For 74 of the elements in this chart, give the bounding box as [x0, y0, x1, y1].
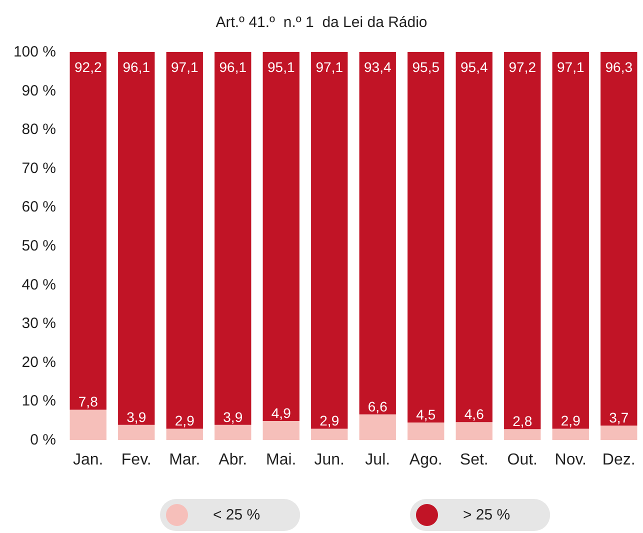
bar — [408, 52, 444, 423]
x-tick-label: Ago. — [409, 452, 442, 468]
x-tick-label: Mai. — [266, 452, 296, 468]
bar — [359, 52, 396, 414]
y-tick-label: 0 % — [30, 432, 56, 448]
y-tick-label: 60 % — [22, 198, 56, 216]
data-label: 2,8 — [512, 413, 532, 430]
legend-label: > 25 % — [463, 506, 510, 524]
data-label: 93,4 — [364, 59, 392, 75]
x-tick-label: Jul. — [365, 452, 390, 468]
bar — [118, 424, 155, 440]
data-label: 96,1 — [219, 59, 247, 75]
bar — [166, 428, 203, 440]
bar — [118, 52, 155, 425]
x-tick-label: Jun. — [314, 452, 344, 468]
bar — [262, 52, 300, 421]
y-tick-label: 100 % — [13, 44, 56, 60]
data-label: 97,1 — [316, 59, 344, 75]
data-label: 2,9 — [320, 412, 340, 429]
x-tick-label: Mar. — [169, 452, 200, 468]
data-label: 3,7 — [609, 410, 629, 426]
bar — [359, 414, 396, 440]
data-label: 4,9 — [271, 404, 292, 421]
data-label: 3,9 — [223, 408, 243, 425]
data-label: 95,1 — [268, 59, 295, 75]
bar — [456, 422, 492, 440]
data-label: 96,3 — [605, 59, 633, 75]
y-tick-label: 70 % — [22, 160, 56, 177]
data-label: 2,9 — [174, 412, 195, 429]
bar — [311, 52, 348, 429]
data-label: 97,1 — [557, 59, 584, 75]
data-label: 96,1 — [122, 59, 150, 75]
x-tick-label: Dez. — [602, 452, 636, 468]
bar — [311, 428, 348, 440]
data-label: 92,2 — [74, 59, 102, 75]
data-label: 7,8 — [78, 394, 98, 410]
y-tick-label: 20 % — [22, 354, 56, 371]
bar — [166, 52, 203, 429]
bar — [70, 52, 106, 410]
x-tick-label: Jan. — [73, 452, 104, 468]
bar — [504, 429, 541, 440]
legend-label: < 25 % — [213, 506, 260, 524]
bar — [408, 422, 444, 440]
bar — [70, 410, 106, 440]
bar — [600, 426, 638, 440]
data-label: 95,5 — [412, 59, 440, 75]
bar — [262, 420, 300, 440]
data-label: 95,4 — [460, 59, 488, 75]
bar — [456, 52, 492, 422]
x-tick-label: Out. — [507, 452, 538, 468]
y-tick-label: 40 % — [22, 276, 56, 294]
data-label: 97,1 — [171, 59, 198, 75]
y-tick-label: 90 % — [22, 82, 56, 100]
chart-title: Art.º 41.º n.º 1 da Lei da Rádio — [216, 14, 428, 31]
y-tick-label: 80 % — [22, 121, 56, 138]
bar — [504, 52, 541, 430]
data-label: 4,6 — [464, 406, 484, 422]
bar — [214, 424, 252, 440]
x-tick-label: Fev. — [121, 452, 152, 468]
y-tick-label: 30 % — [22, 315, 56, 332]
x-tick-label: Set. — [460, 452, 488, 468]
y-tick-label: 50 % — [22, 238, 56, 254]
bar — [600, 52, 638, 426]
data-label: 97,2 — [508, 59, 536, 75]
bar — [552, 52, 589, 429]
data-label: 3,9 — [126, 408, 146, 425]
data-label: 2,9 — [560, 412, 581, 429]
bar — [552, 428, 589, 440]
data-label: 4,5 — [416, 406, 436, 423]
data-label: 6,6 — [368, 398, 388, 414]
x-tick-label: Abr. — [218, 452, 248, 468]
x-tick-label: Nov. — [554, 452, 586, 468]
bar — [214, 52, 252, 425]
y-tick-label: 10 % — [22, 392, 56, 410]
